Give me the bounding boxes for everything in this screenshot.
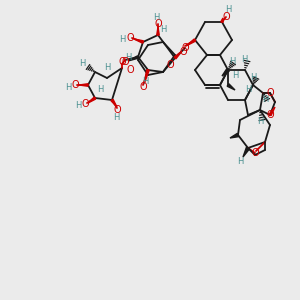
Text: O: O <box>179 47 187 57</box>
Polygon shape <box>88 97 96 103</box>
Text: O: O <box>126 33 134 43</box>
Polygon shape <box>134 39 143 43</box>
Text: H: H <box>160 26 166 34</box>
Text: H: H <box>125 52 131 62</box>
Text: H: H <box>241 56 247 64</box>
Text: O: O <box>166 60 174 70</box>
Text: H: H <box>75 100 81 109</box>
Polygon shape <box>157 27 159 35</box>
Text: O: O <box>266 110 274 120</box>
Text: O: O <box>222 12 230 22</box>
Text: O: O <box>121 57 129 67</box>
Polygon shape <box>186 39 196 46</box>
Text: O: O <box>81 99 89 109</box>
Text: H: H <box>142 77 148 86</box>
Text: O: O <box>113 105 121 115</box>
Polygon shape <box>111 99 117 107</box>
Polygon shape <box>222 69 229 76</box>
Text: H: H <box>245 85 251 94</box>
Text: H: H <box>79 58 85 68</box>
Text: O: O <box>118 57 126 67</box>
Text: H: H <box>225 5 231 14</box>
Text: O: O <box>71 80 79 90</box>
Text: H: H <box>229 58 235 67</box>
Text: O: O <box>266 88 274 98</box>
Polygon shape <box>174 51 182 59</box>
Text: O: O <box>126 65 134 75</box>
Polygon shape <box>243 147 250 157</box>
Polygon shape <box>144 70 149 84</box>
Text: H: H <box>65 82 71 91</box>
Text: O: O <box>139 82 147 92</box>
Text: O: O <box>181 43 189 53</box>
Text: H: H <box>232 70 238 80</box>
Polygon shape <box>128 56 139 61</box>
Text: O: O <box>154 19 162 29</box>
Polygon shape <box>230 134 238 138</box>
Polygon shape <box>79 84 88 86</box>
Text: O: O <box>251 148 259 158</box>
Polygon shape <box>269 107 275 116</box>
Text: H: H <box>257 118 263 127</box>
Text: H: H <box>237 158 243 166</box>
Text: H: H <box>262 95 268 104</box>
Text: H: H <box>153 13 159 22</box>
Text: H: H <box>250 73 256 82</box>
Text: H: H <box>97 85 103 94</box>
Text: H: H <box>119 35 125 44</box>
Polygon shape <box>221 18 223 22</box>
Text: H: H <box>104 62 110 71</box>
Text: H: H <box>113 112 119 122</box>
Polygon shape <box>227 84 235 90</box>
